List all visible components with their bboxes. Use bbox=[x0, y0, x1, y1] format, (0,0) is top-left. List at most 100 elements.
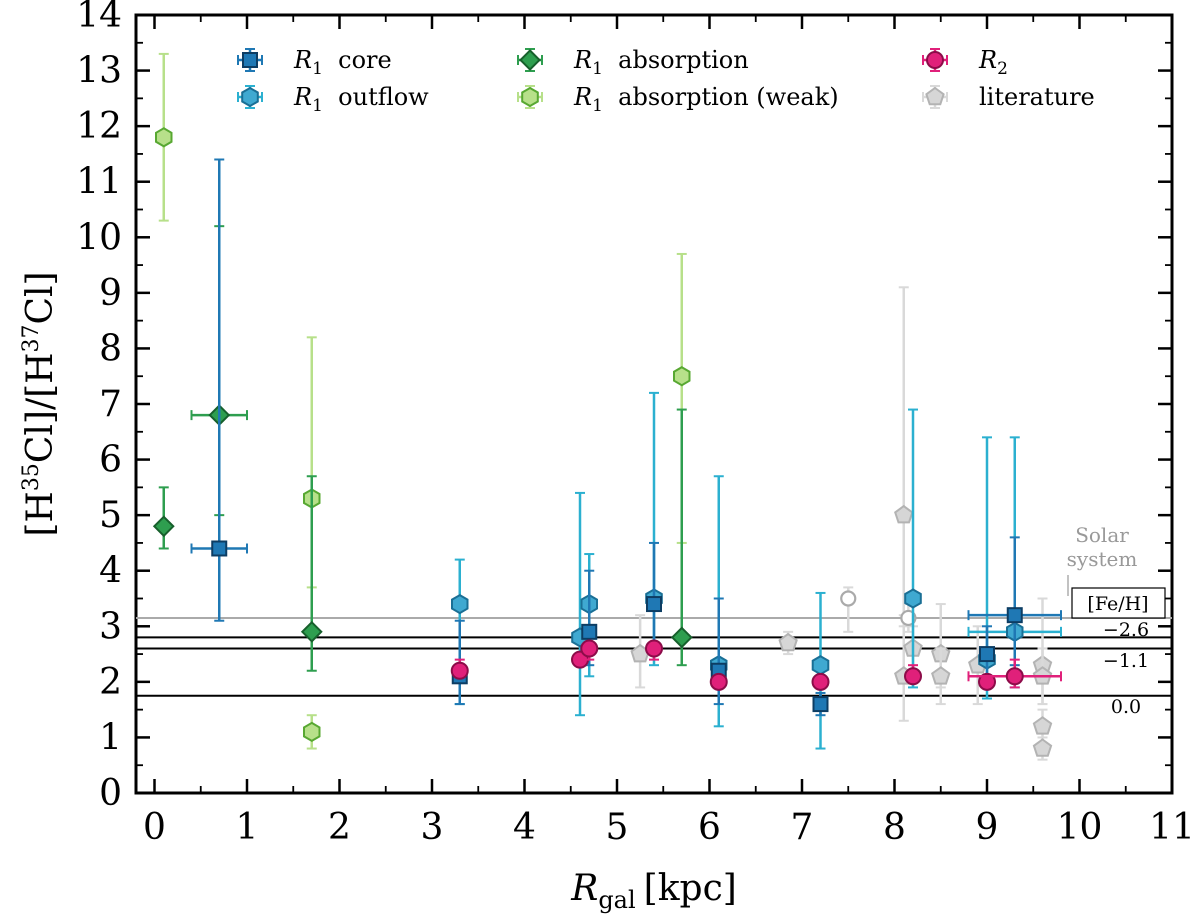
x-tick-label: 10 bbox=[1057, 807, 1103, 848]
series-layer bbox=[152, 52, 1062, 761]
marker bbox=[673, 366, 691, 387]
x-tick-label: 11 bbox=[1149, 807, 1195, 848]
marker bbox=[581, 623, 598, 640]
y-axis-title: [H35Cl]/[H37Cl] bbox=[19, 271, 61, 536]
marker bbox=[670, 626, 693, 649]
data-point bbox=[894, 286, 914, 628]
y-tick-label: 3 bbox=[99, 606, 122, 647]
marker bbox=[978, 672, 996, 691]
data-point bbox=[709, 672, 728, 691]
legend: R1 core R1 absorption R2 R1 outflow R1 absor… bbox=[237, 46, 1095, 116]
marker bbox=[811, 672, 830, 691]
y-tick-label: 2 bbox=[99, 662, 122, 703]
x-tick-label: 5 bbox=[606, 807, 629, 848]
data-point bbox=[904, 408, 922, 689]
data-point bbox=[904, 664, 922, 686]
data-point bbox=[670, 408, 693, 667]
data-point bbox=[450, 658, 469, 680]
x-axis-title: Rgal [kpc] bbox=[570, 868, 737, 914]
legend-label: R1 outflow bbox=[293, 83, 429, 116]
y-tick-label: 1 bbox=[99, 717, 122, 758]
x-tick-label: 0 bbox=[143, 807, 166, 848]
x-tick-label: 4 bbox=[513, 807, 536, 848]
legend-entry: R1 absorption bbox=[517, 46, 749, 79]
marker bbox=[1032, 716, 1053, 735]
legend-marker bbox=[519, 49, 541, 71]
y-tick-label: 11 bbox=[76, 162, 122, 203]
legend-label: literature bbox=[979, 83, 1095, 111]
x-tick-label: 7 bbox=[791, 807, 814, 848]
series-r1-absorption-weak- bbox=[155, 52, 691, 750]
marker bbox=[152, 515, 175, 538]
data-point bbox=[152, 486, 175, 550]
data-point bbox=[812, 691, 829, 717]
x-tick-label: 1 bbox=[236, 807, 259, 848]
marker bbox=[211, 540, 228, 557]
data-point bbox=[303, 714, 321, 750]
marker bbox=[300, 620, 323, 643]
marker bbox=[646, 596, 662, 613]
legend-marker bbox=[925, 86, 945, 106]
annotation-solar-line2: system bbox=[1067, 547, 1138, 571]
marker bbox=[840, 590, 857, 607]
data-point bbox=[811, 672, 830, 691]
annotation-solar-line1: Solar bbox=[1075, 523, 1129, 547]
data-point bbox=[300, 475, 323, 672]
legend-marker bbox=[241, 86, 259, 108]
marker bbox=[931, 666, 951, 685]
legend-entry: literature bbox=[922, 83, 1095, 111]
legend-marker bbox=[521, 86, 539, 108]
data-point bbox=[190, 158, 248, 622]
annotation-feh-value: −1.1 bbox=[1103, 650, 1149, 672]
data-point bbox=[811, 591, 830, 750]
y-tick-label: 12 bbox=[76, 106, 122, 147]
data-point bbox=[155, 52, 173, 222]
x-tick-label: 3 bbox=[421, 807, 444, 848]
y-tick-label: 8 bbox=[99, 328, 122, 369]
data-point bbox=[580, 639, 599, 661]
y-tick-label: 0 bbox=[99, 773, 122, 814]
legend-label: R1 absorption bbox=[573, 46, 749, 79]
marker bbox=[904, 667, 922, 686]
marker bbox=[709, 672, 728, 691]
annotation-feh-value: 0.0 bbox=[1111, 696, 1141, 718]
marker bbox=[1006, 607, 1023, 624]
legend-entry: R1 absorption (weak) bbox=[517, 83, 839, 116]
marker bbox=[155, 127, 173, 148]
data-point bbox=[967, 658, 1062, 689]
series-r1-absorption bbox=[152, 225, 693, 672]
marker bbox=[811, 655, 830, 676]
marker bbox=[1005, 667, 1024, 686]
annotation-feh-value: −2.6 bbox=[1103, 619, 1149, 641]
y-tick-label: 14 bbox=[76, 0, 122, 36]
marker bbox=[645, 639, 663, 658]
y-tick-label: 9 bbox=[99, 273, 122, 314]
legend-entry: R1 outflow bbox=[237, 83, 429, 116]
y-tick-label: 7 bbox=[99, 384, 122, 425]
y-tick-label: 10 bbox=[76, 217, 122, 258]
x-tick-label: 8 bbox=[883, 807, 906, 848]
data-point bbox=[645, 639, 663, 661]
y-tick-label: 13 bbox=[76, 51, 122, 92]
legend-label: R1 core bbox=[293, 46, 392, 79]
legend-entry: R2 bbox=[922, 46, 1008, 79]
legend-marker bbox=[242, 52, 258, 68]
marker bbox=[979, 646, 995, 663]
marker bbox=[1032, 738, 1053, 757]
y-tick-label: 6 bbox=[99, 440, 122, 481]
y-tick-label: 5 bbox=[99, 495, 122, 536]
marker bbox=[894, 504, 914, 524]
data-point bbox=[967, 536, 1062, 667]
annotation-feh-label: [Fe/H] bbox=[1087, 593, 1148, 615]
legend-marker bbox=[926, 51, 944, 69]
marker bbox=[904, 588, 922, 609]
marker bbox=[450, 661, 469, 680]
data-point bbox=[778, 630, 798, 656]
marker bbox=[812, 696, 829, 713]
x-tick-label: 2 bbox=[328, 807, 351, 848]
marker bbox=[580, 639, 599, 658]
legend-label: R1 absorption (weak) bbox=[573, 83, 839, 116]
data-point bbox=[1032, 736, 1053, 761]
